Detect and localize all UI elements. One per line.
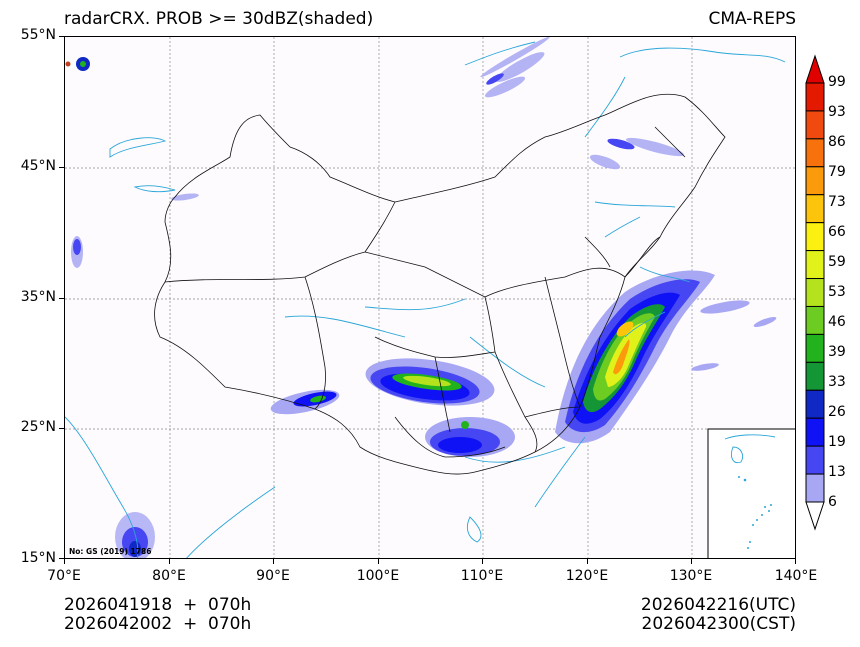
map-canvas [65,37,795,558]
south-china-sea-inset [707,428,795,558]
colorbar-band [805,194,825,224]
init-time-cst: 2026042002 + 070h [64,614,252,634]
colorbar-label: 93 [828,104,846,120]
colorbar-label: 99 [828,74,846,90]
valid-time-block: 2026042216(UTC) 2026042300(CST) [641,596,796,634]
map-plot-area: No: GS (2019) 1786 [64,36,796,559]
coastlines-rivers [65,41,786,558]
y-tickmark [59,36,64,37]
colorbar-label: 79 [828,164,846,180]
y-tickmark [59,558,64,559]
x-tickmark [169,559,170,564]
precip-east-china-band [555,270,777,444]
map-title: radarCRX. PROB >= 30dBZ(shaded) [64,9,374,29]
x-tickmark [691,559,692,564]
x-tick-140e: 140°E [774,568,818,584]
y-tickmark [59,167,64,168]
colorbar-band [805,110,825,140]
colorbar-graphic [805,54,825,531]
x-tick-70e: 70°E [47,568,81,584]
colorbar-label: 6 [828,494,837,510]
model-name: CMA-REPS [708,9,796,29]
precip-guangxi [425,417,515,457]
x-tickmark [378,559,379,564]
precip-tibet-south [270,389,340,415]
x-tickmark [64,559,65,564]
colorbar-band [805,222,825,252]
x-tick-80e: 80°E [152,568,186,584]
x-tickmark [482,559,483,564]
y-tick-55n: 55°N [20,27,56,43]
precip-mid-north [73,73,635,255]
colorbar-band [805,333,825,363]
y-tickmark [59,428,64,429]
map-approval-number: No: GS (2019) 1786 [69,547,152,556]
colorbar-band [805,82,825,112]
colorbar-label: 53 [828,284,846,300]
colorbar-label: 39 [828,344,846,360]
x-tick-90e: 90°E [256,568,290,584]
colorbar-band [805,445,825,475]
y-tickmark [59,298,64,299]
admin-borders [154,93,726,475]
valid-time-cst: 2026042300(CST) [641,614,796,634]
colorbar-band [805,138,825,168]
y-tick-35n: 35°N [20,289,56,305]
colorbar-label: 73 [828,194,846,210]
valid-time-utc: 2026042216(UTC) [640,595,796,615]
x-tick-120e: 120°E [565,568,609,584]
colorbar-over-triangle [805,54,825,84]
precip-sichuan-band [365,358,495,406]
precip-nw-cell [65,57,90,71]
colorbar-band [805,305,825,335]
y-tick-45n: 45°N [20,158,56,174]
x-tick-100e: 100°E [356,568,400,584]
colorbar-bands [805,82,825,503]
x-tick-130e: 130°E [669,568,713,584]
y-tick-25n: 25°N [20,419,56,435]
precip-light-north [71,37,685,268]
x-tick-110e: 110°E [460,568,504,584]
x-tickmark [587,559,588,564]
colorbar-band [805,361,825,391]
x-tickmark [795,559,796,564]
colorbar-label: 26 [828,404,846,420]
colorbar-band [805,473,825,503]
colorbar-band [805,417,825,447]
colorbar-under-triangle [805,501,825,531]
colorbar-label: 46 [828,314,846,330]
init-time-block: 2026041918 + 070h 2026042002 + 070h [64,596,251,634]
colorbar-label: 66 [828,224,846,240]
colorbar-label: 33 [828,374,846,390]
colorbar-band [805,250,825,280]
init-time-utc: 2026041918 + 070h [64,595,252,615]
colorbar-band [805,166,825,196]
colorbar-label: 19 [828,434,846,450]
colorbar-label: 13 [828,464,846,480]
colorbar-band [805,278,825,307]
x-tickmark [273,559,274,564]
colorbar-band [805,389,825,419]
y-tick-15n: 15°N [20,550,56,566]
colorbar-label: 59 [828,254,846,270]
colorbar-label: 86 [828,134,846,150]
